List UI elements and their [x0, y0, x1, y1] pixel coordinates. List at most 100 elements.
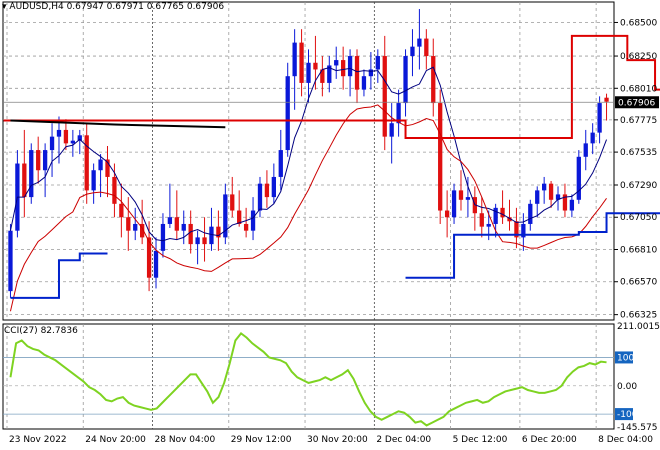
bullish-candle	[209, 226, 214, 245]
blue-support-step-line	[405, 212, 660, 279]
ohlc-close: 0.67906	[186, 2, 225, 12]
cci-header: CCI(27) 82.7836	[4, 326, 78, 336]
red-average-line	[9, 104, 607, 312]
bullish-candle	[98, 159, 103, 171]
bearish-candle	[354, 56, 360, 90]
bullish-candle	[528, 203, 533, 224]
cci-line	[9, 331, 607, 427]
bearish-candle	[63, 129, 69, 144]
price-tick-label: 0.67290	[620, 181, 657, 191]
collapse-triangle-icon[interactable]: ▾	[2, 2, 7, 12]
cci-level-tag	[615, 408, 633, 421]
chart-header: ▾ AUDUSD,H4 0.67947 0.67971 0.67765 0.67…	[2, 2, 225, 12]
bullish-candle	[389, 123, 394, 137]
bearish-candle	[84, 135, 89, 191]
bullish-candle	[590, 132, 595, 144]
red-resistance-step-line	[3, 34, 660, 139]
time-tick-label: 28 Nov 04:00	[155, 435, 216, 445]
bullish-candle	[49, 136, 55, 151]
cci-label: CCI(27)	[4, 326, 38, 336]
bearish-candle	[500, 207, 505, 218]
cci-tick-label: -100	[617, 410, 638, 420]
blue-support-step-line-early	[10, 252, 108, 299]
bearish-candle	[458, 190, 464, 200]
time-tick-label: 5 Dec 12:00	[453, 435, 508, 445]
price-tick-label: 0.66325	[620, 311, 657, 321]
bullish-candle	[361, 76, 367, 90]
bearish-candle	[341, 60, 346, 77]
bullish-candle	[583, 143, 588, 157]
bullish-candle	[278, 150, 283, 177]
bullish-candle	[271, 176, 276, 198]
bullish-candle	[77, 135, 82, 141]
price-panel-frame	[2, 1, 615, 321]
bullish-candle	[29, 150, 34, 198]
bullish-candle	[167, 217, 173, 224]
cci-panel	[3, 331, 614, 427]
symbol-label: AUDUSD	[9, 2, 49, 12]
bullish-candle	[334, 60, 339, 66]
bullish-candle	[181, 223, 186, 231]
bearish-candle	[146, 237, 152, 278]
bearish-candle	[514, 221, 519, 238]
bullish-candle	[403, 56, 408, 104]
time-tick-label: 6 Dec 20:00	[522, 435, 577, 445]
bearish-candle	[202, 237, 207, 245]
price-tick-label: 0.66570	[620, 278, 657, 288]
bullish-candle	[306, 62, 311, 83]
bearish-candle	[188, 223, 193, 245]
bearish-candle	[112, 176, 117, 204]
cci-value: 82.7836	[40, 326, 78, 336]
bullish-candle	[569, 199, 575, 211]
candlestick-series	[8, 9, 609, 298]
bullish-candle	[250, 210, 256, 231]
time-tick-label: 2 Dec 04:00	[376, 435, 431, 445]
cci-level-tag	[615, 351, 633, 364]
bullish-candle	[195, 237, 200, 245]
bearish-candle	[36, 150, 41, 171]
price-tick-label: 0.67775	[620, 116, 657, 126]
bearish-candle	[299, 42, 304, 83]
bullish-candle	[133, 223, 138, 231]
bearish-candle	[604, 97, 609, 102]
cci-tick-label: 0.00	[617, 382, 637, 392]
price-tick-label: 0.68500	[620, 18, 657, 28]
time-axis: 23 Nov 2022 24 Nov 20:00 28 Nov 04:00 29 No…	[9, 435, 653, 445]
bearish-candle	[216, 226, 221, 238]
bullish-candle	[521, 223, 526, 238]
bullish-candle	[42, 150, 48, 171]
current-price-label: 0.67906	[618, 98, 655, 108]
bearish-candle	[126, 217, 131, 231]
bullish-candle	[292, 42, 297, 77]
bullish-candle	[417, 38, 422, 47]
bearish-candle	[174, 217, 179, 231]
ohlc-low: 0.67765	[146, 2, 184, 12]
bearish-candle	[119, 203, 124, 218]
bearish-candle	[548, 183, 554, 200]
timeframe-label: H4	[51, 2, 64, 12]
bullish-candle	[56, 129, 62, 137]
bearish-candle	[431, 56, 436, 104]
bullish-candle	[8, 230, 13, 292]
bullish-candle	[153, 250, 159, 278]
bullish-candle	[465, 197, 471, 200]
bearish-candle	[22, 163, 27, 198]
indicator-lines	[3, 34, 660, 312]
bearish-candle	[424, 38, 429, 57]
time-tick-label: 30 Nov 20:00	[307, 435, 368, 445]
bearish-candle	[237, 210, 242, 224]
time-tick-label: 24 Nov 20:00	[85, 435, 146, 445]
bullish-candle	[597, 103, 602, 133]
bullish-candle	[493, 207, 498, 224]
bearish-candle	[479, 213, 484, 227]
bullish-candle	[368, 69, 374, 77]
navy-average-line	[9, 66, 608, 242]
bearish-candle	[230, 194, 235, 211]
grid-lines	[2, 1, 615, 430]
bullish-candle	[347, 56, 353, 77]
bullish-candle	[223, 194, 228, 238]
bullish-candle	[555, 194, 561, 200]
bearish-candle	[243, 223, 249, 231]
price-axis: 0.68500 0.68250 0.68010 0.67775 0.67535 0.672…	[3, 18, 660, 433]
